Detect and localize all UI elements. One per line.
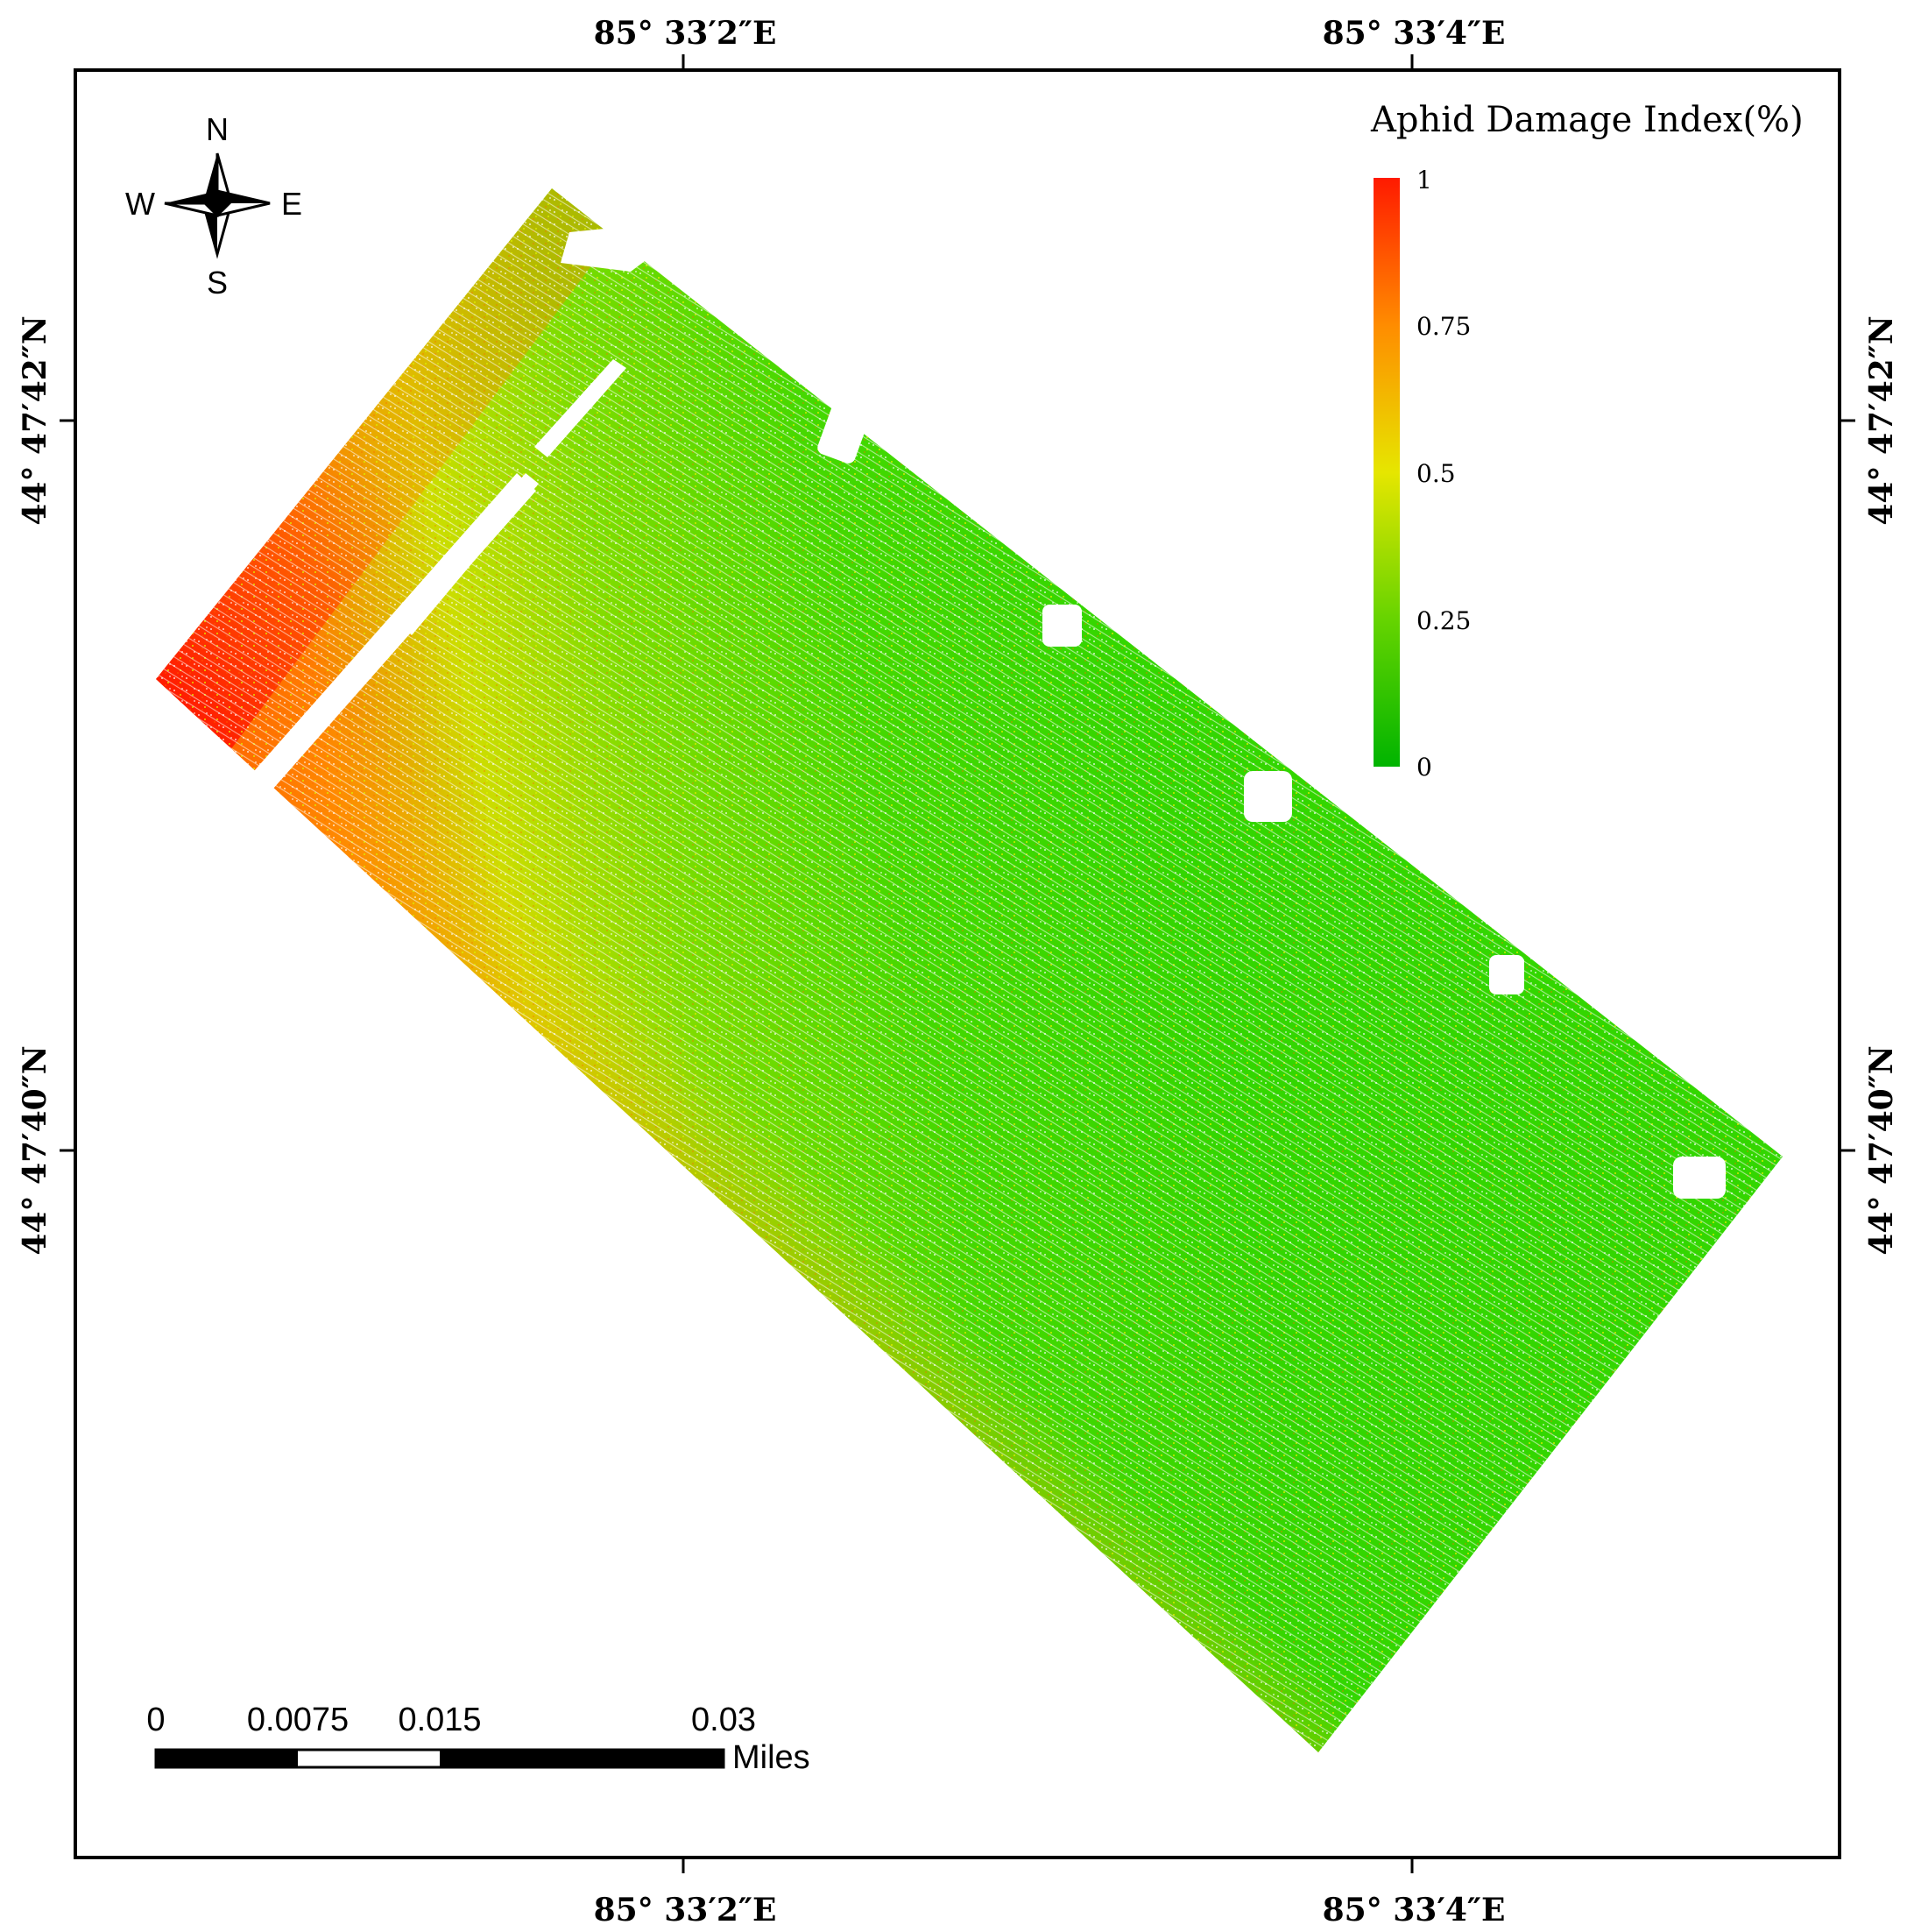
- scale-label-00075: 0.0075: [247, 1702, 349, 1738]
- compass-east-label: E: [281, 186, 302, 222]
- left-coord-1: 44° 47′42″N: [17, 315, 53, 525]
- compass-north-label: N: [206, 111, 229, 147]
- legend-tick-05: 0.5: [1416, 459, 1456, 488]
- compass-rose-icon: [164, 152, 271, 259]
- legend: Aphid Damage Index(%) 1 0.75 0.5 0.25 0: [1370, 100, 1804, 782]
- legend-tick-075: 0.75: [1416, 312, 1471, 341]
- left-coord-2: 44° 47′40″N: [17, 1045, 53, 1255]
- damage-raster: [156, 188, 1783, 1752]
- scale-label-003: 0.03: [691, 1702, 756, 1738]
- legend-colorbar: [1374, 178, 1400, 767]
- graticule-ticks: [60, 54, 1855, 1873]
- legend-title: Aphid Damage Index(%): [1370, 100, 1804, 140]
- legend-tick-025: 0.25: [1416, 606, 1471, 635]
- bottom-coord-1: 85° 33′2″E: [594, 1892, 777, 1928]
- top-coord-1: 85° 33′2″E: [594, 15, 777, 52]
- top-coord-2: 85° 33′4″E: [1323, 15, 1506, 52]
- scale-label-0015: 0.015: [398, 1702, 481, 1738]
- scale-bar: 0 0.0075 0.015 0.03 Miles: [146, 1702, 809, 1776]
- right-coord-1: 44° 47′42″N: [1863, 315, 1900, 525]
- bottom-coord-2: 85° 33′4″E: [1323, 1892, 1506, 1928]
- legend-tick-0: 0: [1416, 753, 1432, 782]
- scale-label-0: 0: [146, 1702, 165, 1738]
- map-frame: [74, 68, 1841, 1859]
- field-gaps: [254, 219, 1726, 1199]
- compass-south-label: S: [207, 265, 228, 301]
- compass-west-label: W: [125, 186, 155, 222]
- right-coord-2: 44° 47′40″N: [1863, 1045, 1900, 1255]
- legend-tick-1: 1: [1416, 166, 1432, 195]
- scale-unit-label: Miles: [732, 1739, 810, 1776]
